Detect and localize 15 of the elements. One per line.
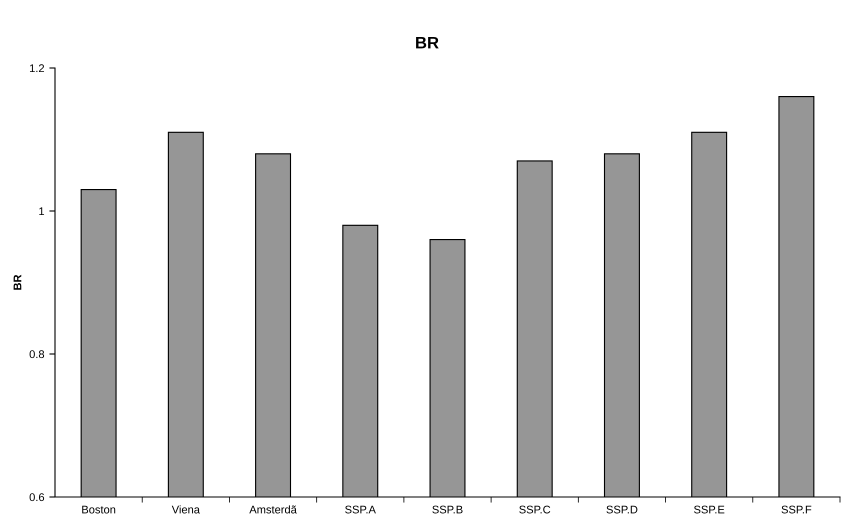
chart-title: BR: [416, 36, 439, 48]
x-tick-label: SSP.D: [606, 506, 638, 514]
x-tick-label: Boston: [82, 506, 116, 514]
y-tick-label: 1.2: [30, 64, 44, 72]
x-tick-label: SSP.C: [519, 506, 550, 514]
y-tick-label: 1: [39, 207, 44, 216]
x-tick-label: SSP.F: [782, 506, 812, 514]
x-tick-label: SSP.A: [345, 506, 376, 514]
y-tick-label: 0.6: [30, 493, 44, 502]
x-tick-label: Amsterdã: [249, 505, 297, 514]
y-axis-title: BR: [14, 274, 22, 290]
y-tick-label: 0.8: [30, 350, 44, 358]
x-tick-label: SSP.E: [694, 506, 724, 514]
x-tick-label: Viena: [172, 505, 200, 514]
x-tick-label: SSP.B: [432, 506, 463, 514]
